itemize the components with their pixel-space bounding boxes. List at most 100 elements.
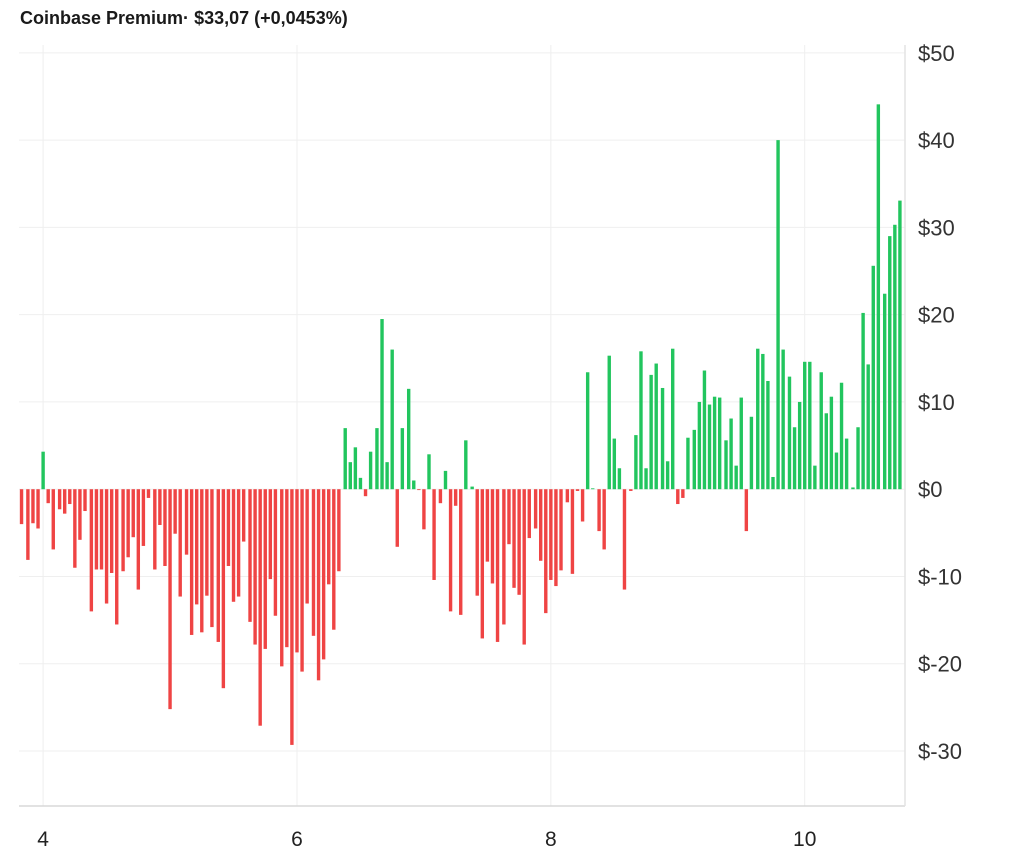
bar-positive	[591, 488, 595, 490]
bar-negative	[241, 489, 246, 542]
x-tick-label: 4	[37, 828, 49, 851]
bar-negative	[131, 489, 135, 538]
bar-positive	[385, 462, 389, 490]
bar-negative	[321, 489, 326, 660]
bar-negative	[163, 489, 167, 567]
bar-positive	[343, 428, 347, 490]
bar-positive	[866, 364, 870, 490]
bar-positive	[871, 265, 875, 490]
bar-positive	[893, 224, 897, 490]
bar-negative	[89, 489, 94, 612]
bar-negative	[115, 489, 119, 625]
bar-negative	[438, 489, 443, 504]
bar-negative	[51, 489, 55, 550]
axes: $-30 $-20 $-10 $0 $10 $20 $30 $40 $50 4 6 8 10	[19, 41, 962, 851]
bar-negative	[248, 489, 252, 622]
bar-negative	[68, 489, 72, 505]
bar-negative	[231, 489, 236, 602]
bar-positive	[41, 451, 45, 490]
bar-negative	[422, 489, 426, 530]
grid	[19, 45, 905, 806]
bar-positive	[824, 413, 829, 490]
bar-negative	[153, 489, 157, 570]
y-tick-label: $30	[918, 215, 955, 240]
bar-positive	[412, 480, 416, 490]
bar-negative	[146, 489, 151, 498]
bar-negative	[538, 489, 543, 561]
y-tick-label: $-20	[918, 652, 962, 677]
bar-positive	[792, 427, 797, 490]
bar-negative	[253, 489, 257, 645]
bar-negative	[517, 489, 521, 595]
bar-negative	[121, 489, 125, 572]
bar-positive	[888, 236, 892, 490]
bar-positive	[607, 355, 611, 490]
bar-negative	[189, 489, 194, 635]
bar-negative	[432, 489, 436, 580]
bar-negative	[676, 489, 680, 505]
bar-negative	[448, 489, 453, 612]
y-tick-label: $20	[918, 303, 955, 328]
bar-positive	[390, 349, 394, 490]
y-tick-label: $50	[918, 41, 955, 66]
bar-positive	[803, 361, 807, 490]
bar-positive	[771, 476, 775, 490]
bar-negative	[602, 489, 606, 550]
bar-negative	[216, 489, 220, 642]
bar-positive	[829, 396, 834, 490]
bar-negative	[285, 489, 289, 648]
bar-negative	[31, 489, 35, 524]
bar-positive	[787, 376, 792, 490]
bar-positive	[654, 363, 658, 490]
bar-negative	[395, 489, 399, 547]
bar-positive	[739, 397, 743, 490]
bar-negative	[533, 489, 538, 529]
bar-negative	[570, 489, 575, 574]
bar-positive	[380, 319, 384, 490]
bar-negative	[168, 489, 172, 710]
bar-positive	[671, 348, 675, 490]
bar-positive	[756, 348, 760, 490]
bars	[19, 104, 902, 745]
bar-negative	[490, 489, 495, 584]
bar-negative	[475, 489, 479, 596]
bar-negative	[83, 489, 87, 512]
bar-negative	[205, 489, 209, 596]
bar-positive	[612, 438, 617, 490]
bar-negative	[99, 489, 104, 570]
bar-positive	[427, 454, 431, 490]
bar-positive	[781, 349, 785, 490]
bar-positive	[702, 370, 707, 490]
y-tick-label: $0	[918, 477, 942, 502]
bar-positive	[470, 486, 474, 490]
bar-negative	[62, 489, 67, 514]
bar-positive	[749, 416, 754, 490]
bar-negative	[575, 489, 580, 491]
bar-positive	[851, 487, 855, 490]
bar-positive	[649, 374, 653, 490]
bar-negative	[295, 489, 299, 653]
bar-positive	[724, 440, 728, 490]
bar-negative	[327, 489, 331, 585]
bar-negative	[141, 489, 146, 546]
bar-negative	[480, 489, 485, 639]
bar-negative	[597, 489, 601, 532]
bar-positive	[617, 468, 622, 490]
bar-positive	[856, 427, 860, 490]
y-tick-label: $10	[918, 390, 955, 415]
bar-negative	[263, 489, 267, 649]
bar-negative	[622, 489, 627, 590]
bar-negative	[273, 489, 278, 616]
bar-negative	[73, 489, 77, 568]
bar-negative	[178, 489, 182, 597]
bar-negative	[507, 489, 511, 545]
bar-negative	[195, 489, 199, 605]
x-tick-label: 8	[545, 828, 557, 851]
bar-positive	[686, 437, 690, 490]
bar-negative	[502, 489, 506, 625]
bar-negative	[78, 489, 82, 540]
bar-negative	[363, 489, 368, 497]
bar-positive	[729, 418, 733, 490]
bar-positive	[876, 104, 881, 490]
